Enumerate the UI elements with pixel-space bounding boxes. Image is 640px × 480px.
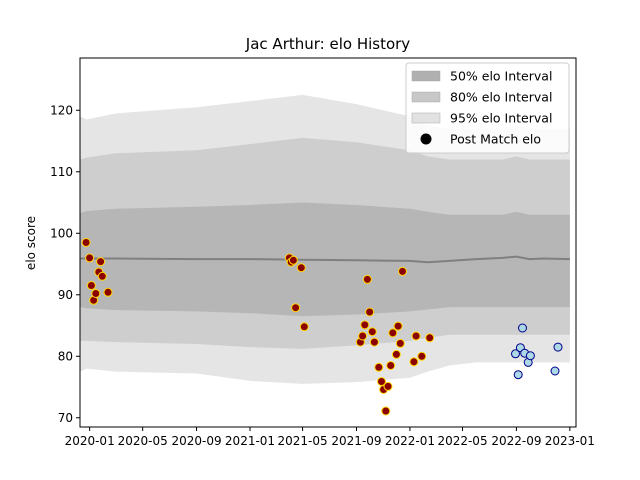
data-point-past (85, 253, 95, 263)
plot-frame (79, 57, 577, 428)
x-axis-ticks: 2020-01 2020-05 2020-09 2021-01 2021-05 2021-… (65, 427, 595, 448)
data-point-past (299, 322, 309, 332)
y-axis-label: elo score (24, 216, 38, 270)
data-point-past (362, 274, 372, 284)
x-tick-label: 2022-05 (437, 434, 487, 448)
data-point-past (358, 331, 368, 341)
legend: 50% elo Interval 80% elo Interval 95% elo … (405, 62, 570, 154)
data-point-past (409, 357, 419, 367)
data-point-recent (553, 342, 563, 352)
data-point-past (395, 338, 405, 348)
data-point-past (391, 349, 401, 359)
data-point-past (374, 362, 384, 372)
data-point-past (367, 327, 377, 337)
data-point-recent (525, 351, 535, 361)
legend-box (405, 62, 570, 154)
y-tick-label: 110 (50, 165, 73, 179)
data-point-past (425, 333, 435, 343)
data-point-past (103, 287, 113, 297)
data-point-past (365, 307, 375, 317)
legend-marker (420, 133, 432, 145)
data-point-past (96, 257, 106, 267)
data-point-past (369, 337, 379, 347)
data-point-past (398, 266, 407, 276)
post-match-points (81, 238, 563, 416)
data-point-past (386, 361, 396, 370)
data-point-past (411, 331, 421, 341)
data-point-past (417, 351, 427, 361)
x-tick-label: 2022-01 (385, 434, 435, 448)
data-point-past (383, 381, 393, 391)
data-point-recent (513, 370, 523, 380)
y-tick-label: 120 (50, 103, 73, 117)
data-point-past (360, 320, 370, 330)
data-point-past (377, 377, 386, 386)
x-tick-label: 2021-05 (278, 434, 328, 448)
x-tick-label: 2023-01 (545, 434, 595, 448)
x-tick-label: 2020-09 (171, 434, 221, 448)
x-tick-label: 2022-09 (491, 434, 541, 448)
y-axis-ticks: 70 80 90 100 110 120 (50, 103, 80, 425)
x-tick-label: 2020-01 (65, 434, 115, 448)
data-point-recent (518, 323, 527, 333)
y-tick-label: 80 (58, 349, 73, 363)
y-tick-label: 100 (50, 226, 73, 240)
legend-label: 50% elo Interval (450, 69, 552, 84)
y-tick-label: 90 (58, 288, 73, 302)
mean-elo-line (80, 255, 570, 264)
legend-label: 80% elo Interval (450, 90, 552, 105)
x-tick-label: 2021-09 (331, 434, 381, 448)
data-point-past (86, 281, 96, 290)
y-tick-label: 70 (58, 411, 73, 425)
data-point-past (291, 303, 301, 313)
mean-line (80, 255, 570, 264)
legend-swatch (411, 70, 441, 82)
x-tick-label: 2021-01 (225, 434, 275, 448)
data-point-past (97, 271, 107, 281)
x-tick-label: 2020-05 (118, 434, 168, 448)
data-point-past (296, 263, 306, 273)
data-point-past (288, 255, 298, 265)
data-point-recent (550, 366, 560, 376)
data-point-past (393, 321, 403, 331)
legend-label: 95% elo Interval (450, 111, 552, 126)
legend-swatch (411, 91, 441, 103)
data-point-past (91, 289, 101, 298)
legend-swatch (411, 112, 441, 124)
legend-label: Post Match elo (450, 132, 541, 147)
data-point-past (388, 328, 398, 338)
data-point-recent (511, 349, 520, 359)
chart-title: Jac Arthur: elo History (245, 35, 411, 53)
data-point-past (381, 406, 391, 416)
interval-bands (80, 94, 570, 384)
data-point-past (81, 238, 91, 247)
